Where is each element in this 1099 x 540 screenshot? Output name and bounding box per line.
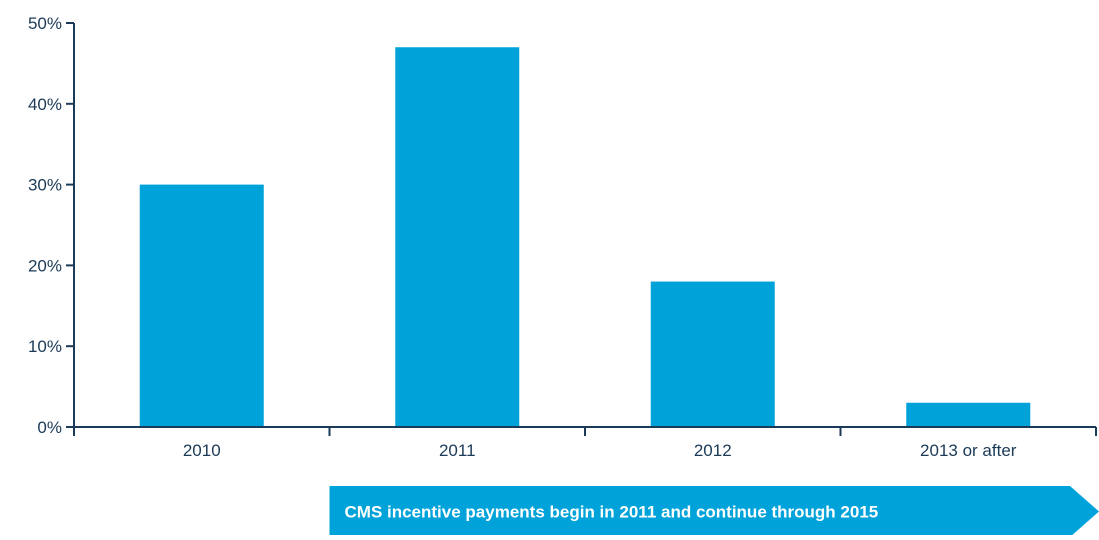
x-ticks-layer: 2010 2011 2012 2013 or after: [74, 427, 1096, 460]
bar-3: [651, 282, 775, 427]
x-tick-label: 2010: [183, 441, 221, 460]
bar-4: [906, 403, 1030, 427]
bar-2: [395, 47, 519, 427]
annotation-arrow: CMS incentive payments begin in 2011 and…: [330, 486, 1099, 535]
bar-1: [140, 185, 264, 427]
y-tick-label: 10%: [28, 337, 62, 356]
y-ticks-layer: 0% 10% 20% 30% 40% 50%: [28, 14, 74, 437]
x-tick-label: 2012: [694, 441, 732, 460]
y-tick-label: 30%: [28, 176, 62, 195]
y-tick-label: 40%: [28, 95, 62, 114]
y-tick-label: 20%: [28, 256, 62, 275]
annotation-text: CMS incentive payments begin in 2011 and…: [345, 503, 879, 522]
y-tick-label: 50%: [28, 14, 62, 33]
x-tick-label: 2013 or after: [920, 441, 1017, 460]
bars-layer: [140, 47, 1031, 427]
x-tick-label: 2011: [439, 441, 476, 460]
y-tick-label: 0%: [37, 418, 62, 437]
